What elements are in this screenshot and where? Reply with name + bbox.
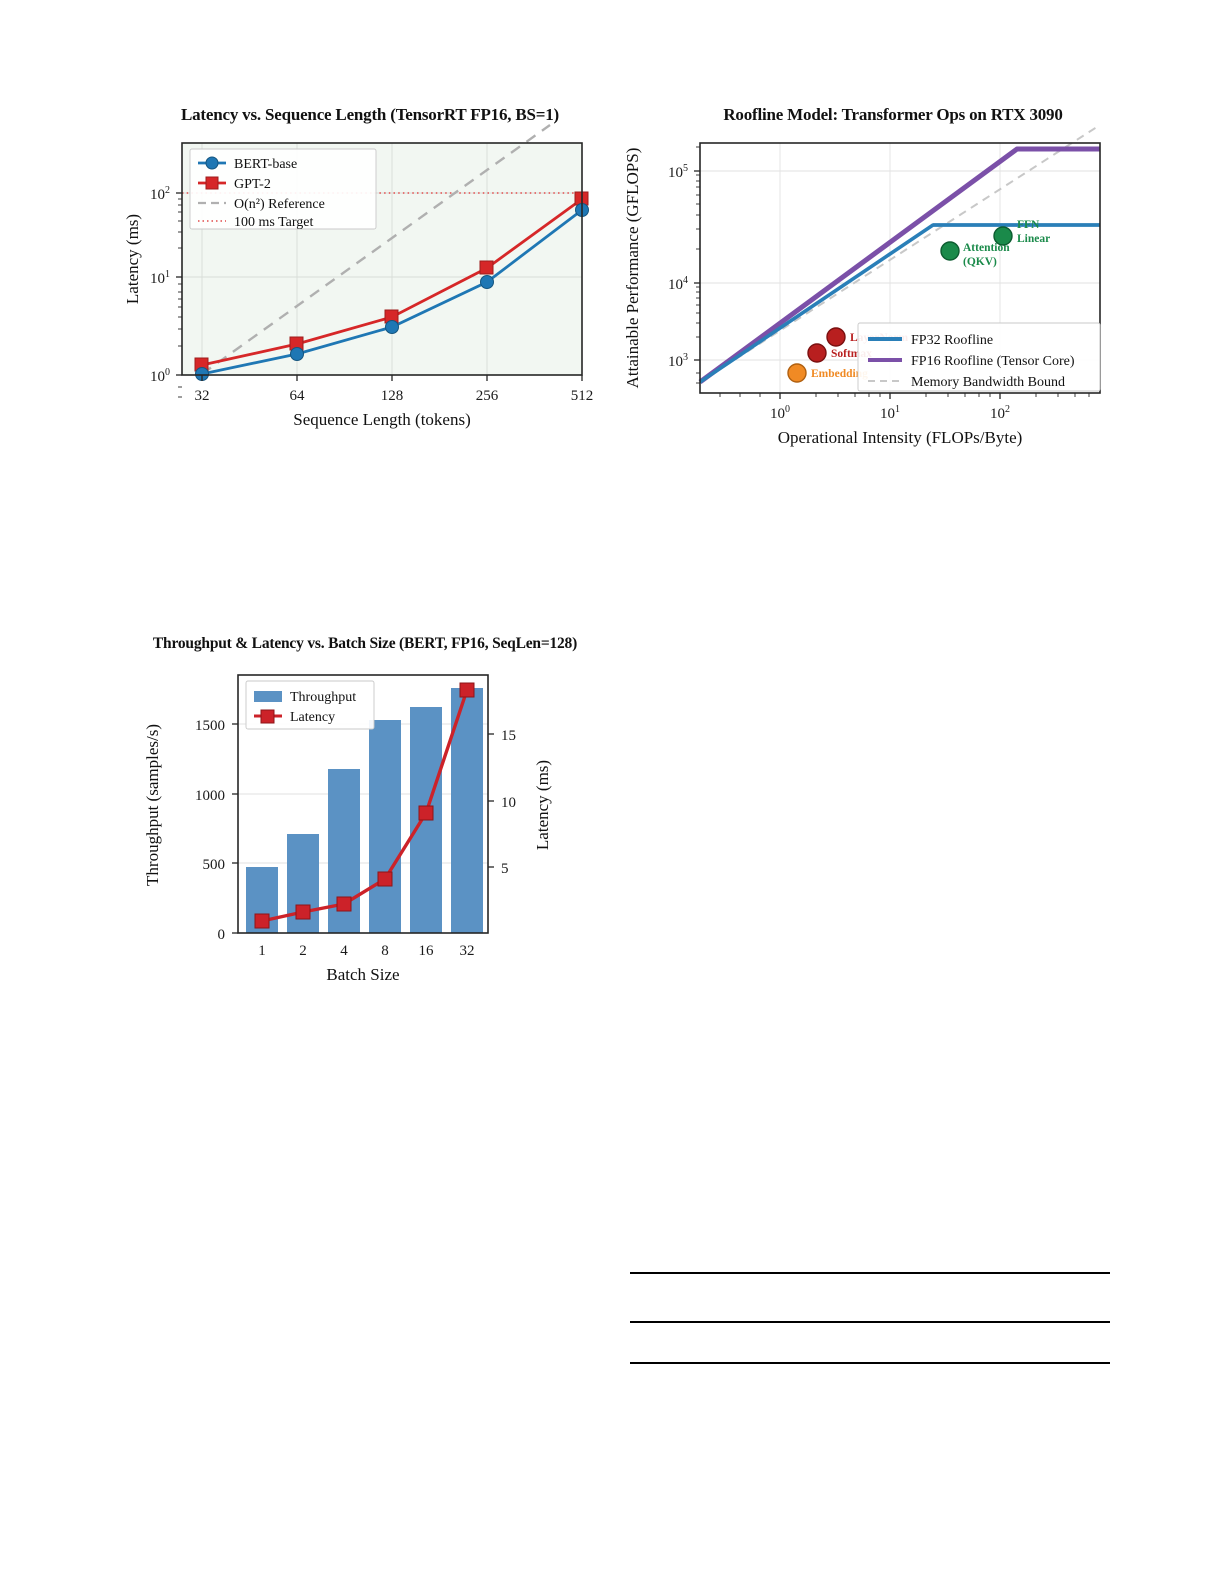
plot-frame [181,142,583,376]
y-axis-label: Latency (ms) [123,214,142,304]
x-tick-label: 16 [419,943,435,959]
plot-frame [699,142,1101,394]
table-mid-rule [630,1321,1110,1323]
y-tick-label: 1500 [195,718,225,734]
legend-label-gpt2: GPT-2 [234,177,271,192]
table-bottom-rule [630,1362,1110,1364]
y-axis-ticks: 103 104 105 [668,146,700,384]
legend-label-throughput: Throughput [290,690,356,705]
y-tick-label: 105 [668,163,688,181]
label-embedding: Embedding [811,368,868,380]
x-axis-ticks: 32 64 128 256 512 [195,375,594,404]
x-axis-label: Sequence Length (tokens) [293,410,471,429]
point-ffn-linear [993,226,1013,246]
x-axis-ticks: 100 101 102 [719,393,1090,422]
y-axis-ticks: 100 101 102 [150,185,182,398]
x-axis-label: Operational Intensity (FLOPs/Byte) [778,428,1023,447]
label-ffn-line2: Linear [1017,233,1050,245]
y-tick-label: 104 [668,275,688,293]
chart-roofline: Attention (QKV) FFN Linear LayerNorm Sof… [623,124,1101,447]
latency-markers [254,682,475,929]
legend-label-fp16: FP16 Roofline (Tensor Core) [911,354,1075,369]
plot-frame [237,674,489,934]
legend-label-membw: Memory Bandwidth Bound [911,375,1065,390]
label-attention-qkv-line2: (QKV) [963,256,997,268]
legend[interactable]: BERT-base GPT-2 O(n²) Reference 100 ms T… [189,148,377,230]
x-axis-label: Batch Size [326,965,399,984]
point-layernorm [826,327,846,347]
legend[interactable]: Throughput Latency [245,680,375,730]
x-tick-label: 32 [195,388,210,404]
label-ffn-line1: FFN [1017,219,1040,231]
legend-label-target: 100 ms Target [234,215,313,230]
y-axis-left-ticks: 0 500 1000 1500 [195,718,238,943]
memory-bandwidth-bound-line [699,124,1101,383]
table-top-rule [630,1272,1110,1274]
x-tick-label: 100 [770,404,790,422]
x-tick-label: 1 [258,943,266,959]
chart-throughput-latency: 1 2 4 8 16 32 0 500 1000 1500 5 10 15 [143,674,552,984]
figure-throughput-latency: Throughput & Latency vs. Batch Size (BER… [110,635,620,984]
point-attention-qkv [940,241,960,261]
figure-1-title: Latency vs. Sequence Length (TensorRT FP… [180,105,560,124]
legend-label-fp32: FP32 Roofline [911,333,993,348]
x-tick-label: 101 [880,404,900,422]
y2-tick-label: 15 [501,728,516,744]
point-softmax [807,343,827,363]
y-axis-right-ticks: 5 10 15 [488,728,516,877]
chart-latency-vs-seqlen: 32 64 128 256 512 100 [123,124,594,429]
x-tick-label: 256 [476,388,499,404]
x-tick-label: 102 [990,404,1010,422]
fp16-roofline-line [698,146,1100,385]
legend-label-latency: Latency [290,710,335,725]
x-tick-label: 4 [340,943,348,959]
y-axis-label: Attainable Performance (GFLOPS) [623,148,642,389]
legend-label-bert: BERT-base [234,157,297,172]
legend-label-on2: O(n²) Reference [234,197,325,212]
bar [451,688,483,933]
y2-tick-label: 10 [501,795,516,811]
y-tick-label: 1000 [195,788,225,804]
y-tick-label: 0 [218,927,226,943]
y-tick-label: 102 [150,185,170,203]
y2-tick-label: 5 [501,861,509,877]
label-attention-qkv-line1: Attention [963,242,1010,254]
figure-3-title: Throughput & Latency vs. Batch Size (BER… [152,635,578,652]
op-points [787,226,1013,383]
y-tick-label: 100 [150,367,170,385]
y-tick-label: 500 [203,857,226,873]
legend[interactable]: FP32 Roofline FP16 Roofline (Tensor Core… [857,322,1101,392]
y-tick-label: 103 [668,352,688,370]
figure-2-title: Roofline Model: Transformer Ops on RTX 3… [723,105,1063,124]
figure-latency-vs-seqlen: Latency vs. Sequence Length (TensorRT FP… [120,105,610,445]
y2-axis-label: Latency (ms) [533,760,552,850]
x-tick-label: 2 [299,943,307,959]
x-tick-label: 32 [460,943,475,959]
bar [369,720,401,933]
on2-reference-line [201,124,551,375]
figure-roofline: Roofline Model: Transformer Ops on RTX 3… [620,105,1120,447]
y-tick-label: 101 [150,269,170,287]
y-axis-label: Throughput (samples/s) [143,724,162,886]
x-tick-label: 128 [381,388,404,404]
x-axis-ticks: 1 2 4 8 16 32 [258,943,474,959]
point-embedding [787,363,807,383]
x-tick-label: 8 [381,943,389,959]
x-tick-label: 64 [290,388,306,404]
x-tick-label: 512 [571,388,594,404]
